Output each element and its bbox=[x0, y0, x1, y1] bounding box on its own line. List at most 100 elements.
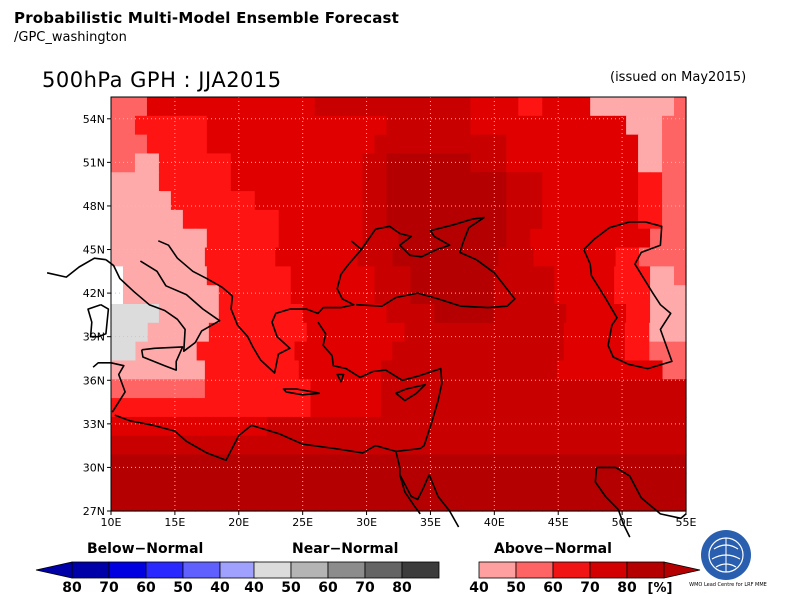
grid-cell bbox=[380, 379, 394, 399]
grid-cell bbox=[638, 304, 651, 324]
grid-cell bbox=[333, 379, 347, 399]
grid-cell bbox=[602, 473, 615, 493]
grid-cell bbox=[422, 191, 436, 211]
grid-cell bbox=[326, 191, 340, 211]
issued-label: (issued on May2015) bbox=[610, 70, 747, 85]
grid-cell bbox=[338, 209, 352, 230]
grid-cell bbox=[158, 153, 172, 173]
grid-cell bbox=[322, 360, 335, 380]
grid-cell bbox=[662, 266, 675, 286]
lat-label: 42N bbox=[83, 287, 105, 300]
grid-cell bbox=[326, 153, 340, 173]
island-outline bbox=[395, 383, 427, 402]
grid-cell bbox=[568, 360, 581, 380]
grid-cell bbox=[290, 209, 304, 230]
grid-cell bbox=[134, 379, 147, 399]
grid-cell bbox=[566, 134, 579, 155]
grid-cell bbox=[386, 473, 400, 493]
grid-cell bbox=[338, 492, 352, 512]
grid-cell bbox=[509, 379, 523, 399]
grid-cell bbox=[486, 360, 499, 380]
grid-cell bbox=[254, 266, 268, 286]
grid-cell bbox=[134, 172, 148, 192]
grid-cell bbox=[146, 228, 160, 249]
grid-cell bbox=[566, 153, 579, 173]
grid-cell bbox=[158, 492, 172, 512]
grid-cell bbox=[494, 304, 507, 324]
grid-cell bbox=[392, 341, 406, 362]
grid-cell bbox=[410, 209, 424, 230]
grid-cell bbox=[566, 266, 579, 286]
grid-cell bbox=[626, 454, 639, 474]
grid-cell bbox=[458, 191, 471, 211]
grid-cell bbox=[218, 153, 232, 173]
grid-cell bbox=[134, 97, 148, 117]
grid-cell bbox=[345, 398, 359, 418]
grid-cell bbox=[482, 454, 495, 474]
grid-cell bbox=[374, 285, 388, 305]
grid-cell bbox=[350, 473, 364, 493]
grid-cell bbox=[266, 153, 280, 173]
grid-cell bbox=[614, 416, 627, 437]
grid-cell bbox=[314, 266, 328, 286]
grid-cell bbox=[434, 172, 448, 192]
grid-cell bbox=[592, 360, 605, 380]
grid-cell bbox=[626, 416, 639, 437]
grid-cell bbox=[502, 322, 516, 343]
grid-cell bbox=[614, 134, 627, 155]
grid-cell bbox=[122, 134, 136, 155]
grid-cell bbox=[674, 153, 687, 173]
grid-cell bbox=[494, 492, 507, 512]
grid-cell bbox=[554, 492, 567, 512]
grid-cell bbox=[578, 454, 591, 474]
grid-cell bbox=[545, 247, 558, 267]
grid-cell bbox=[554, 134, 567, 155]
grid-cell bbox=[302, 266, 316, 286]
above-tick-label: 70 bbox=[580, 580, 600, 596]
grid-cell bbox=[290, 228, 304, 249]
grid-cell bbox=[322, 379, 335, 399]
grid-cell bbox=[494, 153, 507, 173]
grid-cell bbox=[518, 304, 531, 324]
grid-cell bbox=[506, 492, 519, 512]
grid-cell bbox=[230, 304, 244, 324]
lat-label: 27N bbox=[83, 505, 105, 518]
grid-cell bbox=[350, 97, 364, 117]
grid-cell bbox=[182, 473, 196, 493]
grid-cell bbox=[310, 360, 323, 380]
grid-cell bbox=[111, 379, 124, 399]
grid-cell bbox=[470, 97, 483, 117]
grid-cell bbox=[216, 379, 229, 399]
grid-cell bbox=[446, 416, 459, 437]
grid-cell bbox=[458, 172, 471, 192]
grid-cell bbox=[322, 247, 335, 267]
grid-cell bbox=[626, 304, 639, 324]
grid-cell bbox=[374, 153, 388, 173]
lon-label: 50E bbox=[612, 516, 633, 529]
grid-cell bbox=[530, 454, 543, 474]
grid-cell bbox=[614, 435, 627, 456]
grid-cell bbox=[626, 115, 639, 136]
grid-cell bbox=[566, 304, 579, 324]
grid-cell bbox=[554, 266, 567, 286]
grid-cell bbox=[568, 379, 581, 399]
grid-cell bbox=[147, 322, 161, 343]
grid-cell bbox=[146, 473, 160, 493]
grid-cell bbox=[439, 247, 452, 267]
grid-cell bbox=[542, 134, 555, 155]
grid-cell bbox=[111, 247, 124, 267]
grid-cell bbox=[374, 304, 388, 324]
grid-cell bbox=[245, 341, 259, 362]
grid-cell bbox=[578, 209, 591, 230]
grid-cell bbox=[638, 209, 651, 230]
grid-cell bbox=[233, 322, 247, 343]
grid-cell bbox=[194, 228, 208, 249]
grid-cell bbox=[122, 492, 136, 512]
grid-cell bbox=[111, 228, 124, 249]
grid-cell bbox=[494, 97, 507, 117]
grid-cell bbox=[554, 304, 567, 324]
grid-cell bbox=[563, 322, 577, 343]
grid-cell bbox=[196, 341, 210, 362]
grid-cell bbox=[170, 134, 184, 155]
grid-cell bbox=[314, 304, 328, 324]
